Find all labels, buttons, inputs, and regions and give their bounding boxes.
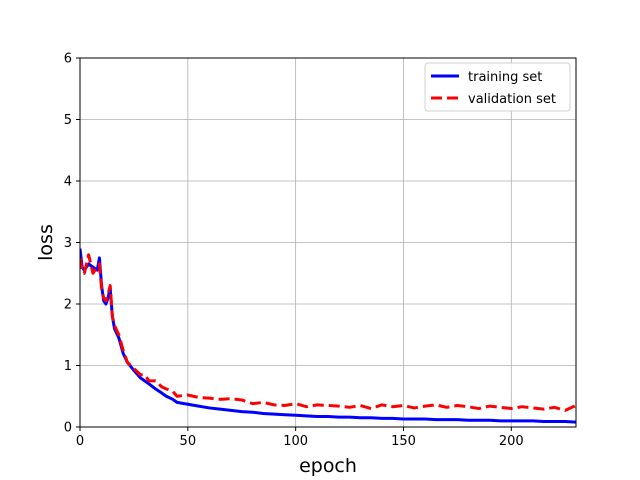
y-tick-label: 6 <box>64 52 72 67</box>
x-tick-label: 100 <box>283 434 308 449</box>
x-tick-label: 0 <box>76 434 84 449</box>
series-line-validation <box>80 253 576 412</box>
x-axis-label: epoch <box>299 455 357 477</box>
series-layer <box>80 248 576 424</box>
legend: training set validation set <box>424 62 571 112</box>
y-tick-label: 4 <box>64 175 72 190</box>
y-axis-label: loss <box>35 224 57 261</box>
grid <box>79 57 576 428</box>
x-tick-label: 200 <box>499 434 524 449</box>
x-tick-label: 150 <box>391 434 416 449</box>
y-tick-label: 1 <box>64 359 72 374</box>
legend-label-training: training set <box>468 70 542 85</box>
ticks: 0 50 100 150 200 0 1 2 3 4 5 6 <box>64 52 524 450</box>
legend-label-validation: validation set <box>468 92 556 107</box>
legend-box <box>424 62 571 112</box>
y-tick-label: 5 <box>64 113 72 128</box>
y-tick-label: 3 <box>64 236 72 251</box>
series-line-training <box>80 248 576 424</box>
y-tick-label: 2 <box>64 298 72 313</box>
x-tick-label: 50 <box>180 434 197 449</box>
y-tick-label: 0 <box>64 421 72 436</box>
